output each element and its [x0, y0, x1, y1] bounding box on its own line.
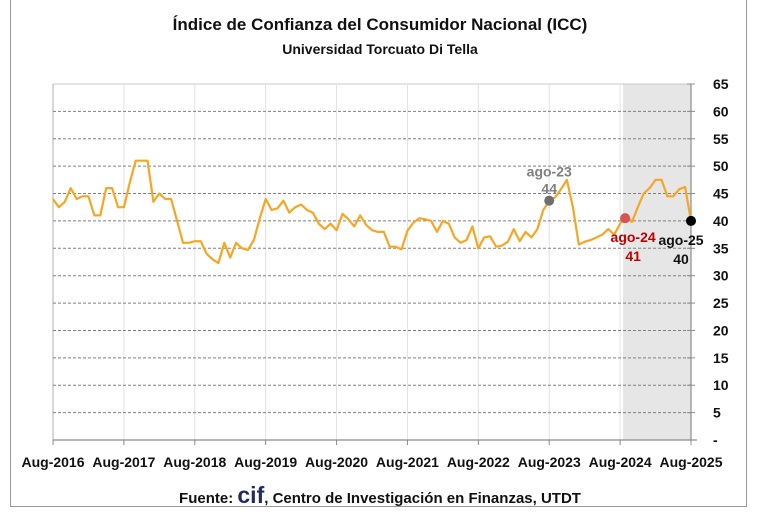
annotation-value-label: 44 [541, 181, 557, 197]
annotation-value-label: 40 [673, 251, 689, 267]
y-tick-label: 35 [713, 240, 729, 256]
source-note: Fuente: cif, Centro de Investigación en … [0, 482, 760, 509]
annotation-date-label: ago-23 [527, 164, 572, 180]
series-line-icc [52, 159, 693, 265]
x-tick-label: Aug-2018 [163, 454, 226, 470]
y-tick-label: 15 [713, 350, 729, 366]
x-tick-label: Aug-2016 [21, 454, 84, 470]
y-tick-label: 45 [713, 186, 729, 202]
x-tick-label: Aug-2023 [518, 454, 581, 470]
cif-logo: cif [237, 482, 265, 508]
x-tick-label: Aug-2021 [376, 454, 439, 470]
data-point-marker [620, 213, 631, 224]
x-tick-label: Aug-2024 [589, 454, 652, 470]
chart-subtitle: Universidad Torcuato Di Tella [282, 41, 478, 57]
source-suffix: , Centro de Investigación en Finanzas, U… [264, 490, 581, 507]
y-tick-label: - [713, 432, 718, 448]
y-tick-label: 40 [713, 213, 729, 229]
x-tick-label: Aug-2022 [447, 454, 510, 470]
x-tick-label: Aug-2025 [659, 454, 722, 470]
x-tick-label: Aug-2020 [305, 454, 368, 470]
x-tick-label: Aug-2019 [234, 454, 297, 470]
y-tick-label: 20 [713, 322, 729, 338]
y-tick-label: 30 [713, 268, 729, 284]
data-point-marker [686, 215, 696, 226]
y-tick-label: 10 [713, 377, 729, 393]
y-tick-label: 65 [713, 76, 729, 92]
annotation-value-label: 41 [625, 248, 641, 264]
y-tick-label: 55 [713, 131, 729, 147]
y-tick-label: 60 [713, 103, 729, 119]
y-tick-label: 5 [713, 405, 721, 421]
source-prefix: Fuente: [179, 490, 238, 507]
chart-frame [10, 0, 747, 507]
annotation-date-label: ago-24 [611, 229, 656, 245]
y-tick-label: 25 [713, 295, 729, 311]
chart-title: Índice de Confianza del Consumidor Nacio… [172, 15, 588, 34]
data-point-marker [544, 195, 555, 206]
y-tick-label: 50 [713, 158, 729, 174]
shaded-period [623, 84, 691, 440]
x-tick-label: Aug-2017 [92, 454, 155, 470]
annotation-date-label: ago-25 [658, 232, 703, 248]
